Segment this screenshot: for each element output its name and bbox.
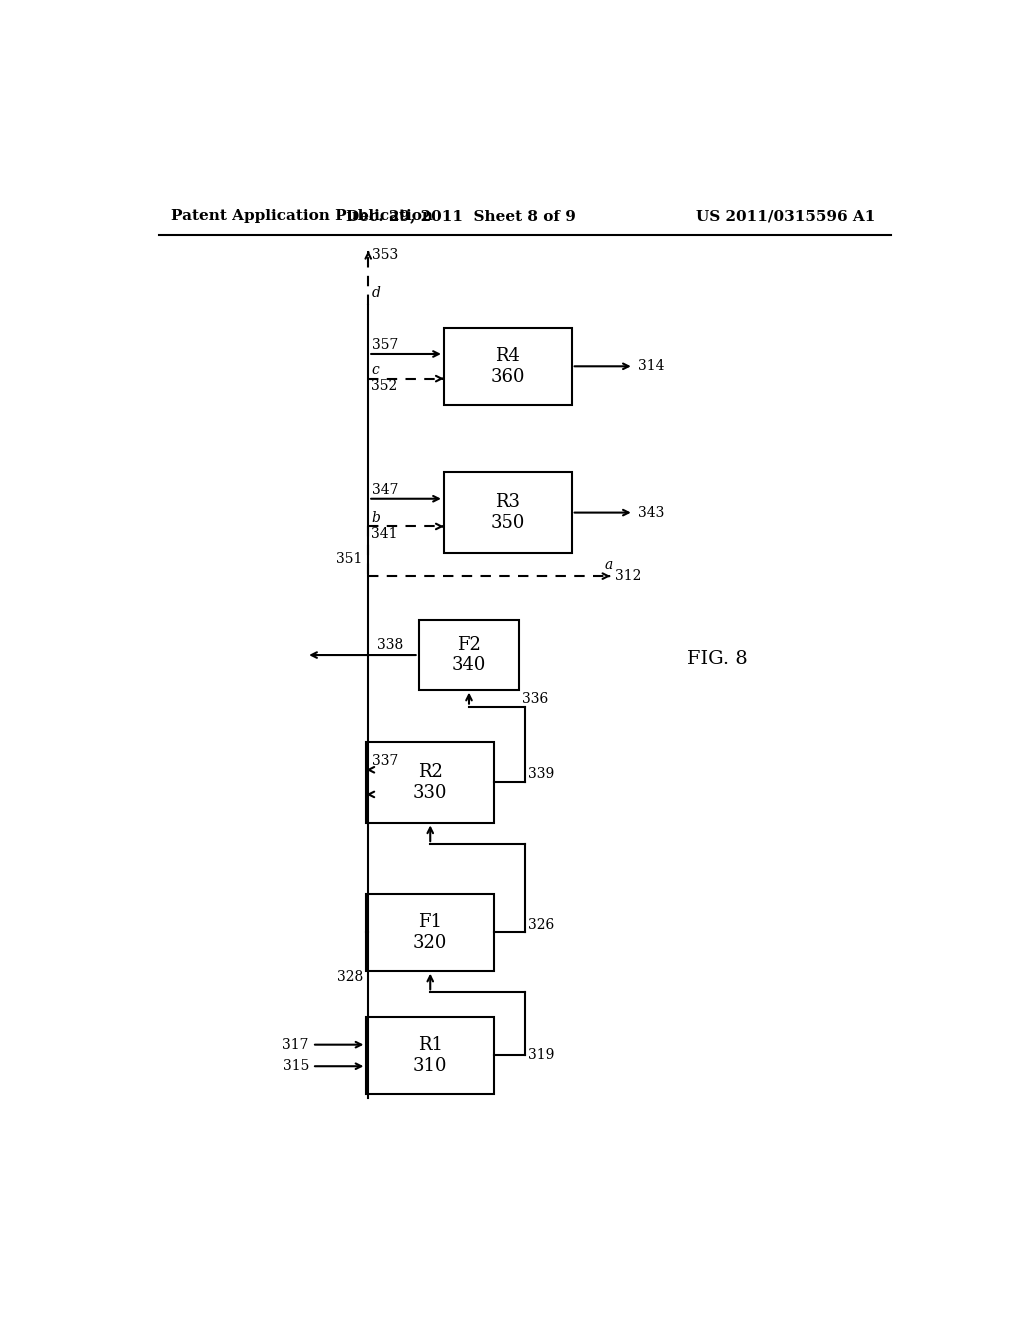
Text: 353: 353 [372,248,398,261]
Text: 336: 336 [522,692,549,706]
Text: 351: 351 [336,552,362,566]
Text: b: b [372,511,380,525]
Text: R2
330: R2 330 [413,763,447,801]
Text: R1
310: R1 310 [413,1036,447,1074]
Text: 319: 319 [528,1048,555,1063]
FancyBboxPatch shape [367,742,495,822]
Text: F1
320: F1 320 [413,913,447,952]
Text: 339: 339 [528,767,555,781]
FancyBboxPatch shape [419,620,519,689]
Text: d: d [372,286,381,300]
Text: 315: 315 [283,1059,309,1073]
FancyBboxPatch shape [367,1016,495,1094]
Text: 317: 317 [283,1038,309,1052]
Text: 328: 328 [337,970,364,983]
Text: 337: 337 [372,754,398,767]
FancyBboxPatch shape [367,894,495,970]
Text: 326: 326 [528,917,555,932]
Text: 343: 343 [638,506,664,520]
FancyBboxPatch shape [443,473,571,553]
FancyBboxPatch shape [443,327,571,405]
Text: a: a [604,558,612,573]
Text: 341: 341 [372,527,398,541]
Text: c: c [372,363,379,378]
Text: 338: 338 [377,638,403,652]
Text: 352: 352 [372,379,397,393]
Text: US 2011/0315596 A1: US 2011/0315596 A1 [696,209,876,223]
Text: 357: 357 [372,338,398,351]
Text: 314: 314 [638,359,664,374]
Text: Patent Application Publication: Patent Application Publication [171,209,432,223]
Text: FIG. 8: FIG. 8 [687,649,748,668]
Text: 312: 312 [615,569,641,583]
Text: R3
350: R3 350 [490,494,525,532]
Text: 347: 347 [372,483,398,496]
Text: F2
340: F2 340 [452,636,486,675]
Text: Dec. 29, 2011  Sheet 8 of 9: Dec. 29, 2011 Sheet 8 of 9 [346,209,577,223]
Text: R4
360: R4 360 [490,347,525,385]
